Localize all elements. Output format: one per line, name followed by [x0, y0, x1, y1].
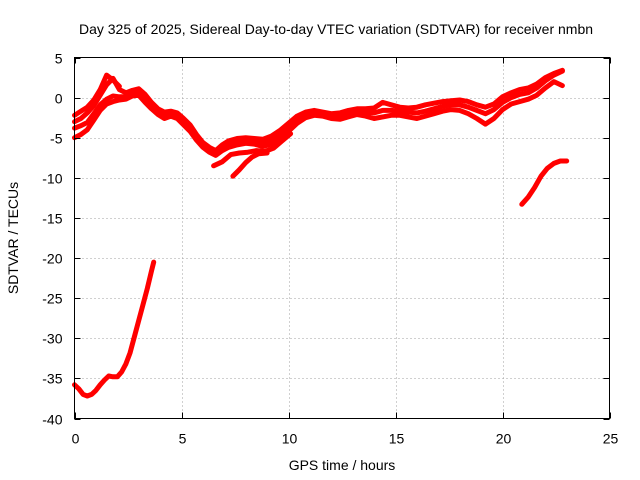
x-axis-label: GPS time / hours	[289, 457, 396, 473]
y-tick-label: 0	[55, 91, 63, 107]
y-axis: 5 0 -5 -10 -15 -20 -25 -30 -35 -40	[42, 51, 610, 428]
y-tick-label: -25	[42, 291, 62, 307]
plot-frame	[74, 57, 610, 419]
y-tick-label: -5	[50, 131, 63, 147]
series-line-pass-d	[72, 72, 122, 118]
data-series	[72, 67, 570, 399]
y-tick-label: -40	[42, 412, 62, 428]
x-axis: 0 5 10 15 20 25	[72, 57, 619, 447]
y-tick-label: -15	[42, 211, 62, 227]
y-tick-label: 5	[55, 51, 63, 67]
y-tick-label: -35	[42, 371, 62, 387]
series-line-pass-a	[72, 79, 565, 158]
x-tick-label: 15	[389, 431, 405, 447]
y-tick-label: -30	[42, 331, 62, 347]
series-line-pass-e	[211, 131, 294, 169]
x-tick-label: 20	[496, 431, 512, 447]
x-tick-label: 0	[72, 431, 80, 447]
chart-title: Day 325 of 2025, Sidereal Day-to-day VTE…	[79, 21, 593, 37]
y-tick-label: -20	[42, 251, 62, 267]
x-tick-label: 10	[282, 431, 298, 447]
x-tick-label: 25	[603, 431, 619, 447]
series-line-pass-g	[72, 259, 157, 399]
x-tick-label: 5	[179, 431, 187, 447]
series-line-pass-h	[519, 158, 570, 207]
y-axis-label: SDTVAR / TECUs	[5, 182, 21, 294]
y-tick-label: -10	[42, 171, 62, 187]
series-line-pass-f	[230, 150, 270, 179]
series-line-pass-c	[72, 67, 565, 154]
